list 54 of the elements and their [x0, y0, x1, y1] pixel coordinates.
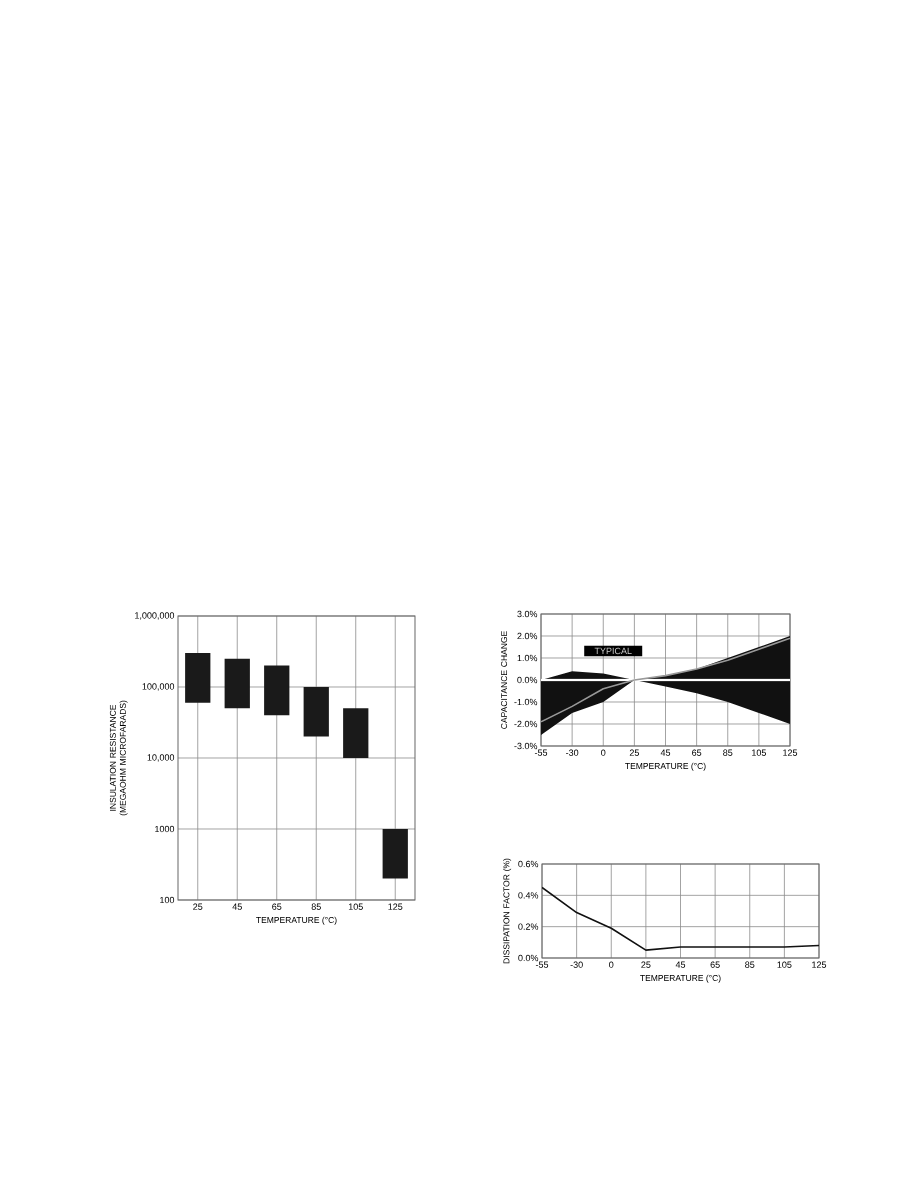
y-tick-label: 0.0% [517, 676, 538, 684]
bar [343, 708, 369, 758]
y-tick-label: 1.0% [517, 654, 538, 662]
y-axis-title: DISSIPATION FACTOR (%) [503, 858, 512, 964]
x-tick-label: 25 [193, 903, 203, 910]
line-series [541, 637, 791, 723]
x-tick-label: 65 [272, 903, 282, 910]
y-tick-label: 100 [160, 896, 175, 904]
x-tick-label: 25 [629, 749, 640, 756]
y-tick-label: -3.0% [514, 742, 538, 750]
y-tick-label: 100,000 [142, 683, 175, 691]
y-axis-title: INSULATION RESISTANCE (MEGAOHM MICROFARADS) [109, 700, 128, 816]
bar [303, 686, 329, 737]
x-tick-label: 105 [348, 903, 363, 910]
y-tick-label: 3.0% [517, 610, 538, 618]
x-tick-label: -30 [570, 961, 583, 968]
x-tick-label: 0 [601, 749, 606, 756]
y-axis-title: CAPACITANCE CHANGE [501, 631, 508, 729]
x-tick-label: 125 [783, 749, 798, 756]
x-tick-label: 125 [812, 961, 827, 968]
x-tick-label: 0 [609, 961, 614, 968]
x-tick-label: 105 [777, 961, 792, 968]
x-tick-label: 25 [641, 961, 651, 968]
x-axis-title: TEMPERATURE (°C) [640, 974, 721, 983]
x-tick-label: 45 [675, 961, 686, 968]
y-tick-label: -2.0% [514, 720, 538, 728]
x-tick-label: 85 [745, 961, 755, 968]
x-tick-label: 125 [388, 903, 403, 910]
y-tick-label: 0.4% [518, 892, 539, 899]
y-tick-label: 1,000,000 [135, 612, 175, 620]
x-tick-label: -30 [566, 749, 579, 756]
x-tick-label: 65 [692, 749, 702, 756]
y-tick-label: 2.0% [517, 632, 538, 640]
y-tick-label: 1000 [155, 825, 175, 833]
x-tick-label: 45 [232, 903, 242, 910]
annotation: TYPICAL [594, 647, 632, 655]
x-axis-title: TEMPERATURE (°C) [625, 762, 706, 771]
x-tick-label: 45 [660, 749, 671, 756]
x-tick-label: -55 [534, 749, 548, 756]
bar [264, 665, 290, 716]
x-tick-label: 105 [752, 749, 767, 756]
x-axis-title: TEMPERATURE (°C) [256, 916, 337, 925]
y-tick-label: 0.0% [518, 954, 539, 962]
bar [224, 658, 250, 709]
bar [382, 828, 408, 879]
y-tick-label: 10,000 [147, 754, 175, 762]
y-tick-label: 0.2% [518, 923, 539, 930]
x-tick-label: 65 [710, 961, 720, 968]
y-tick-label: -1.0% [514, 698, 538, 706]
x-tick-label: -55 [535, 961, 549, 968]
bar [185, 653, 211, 703]
y-tick-label: 0.6% [518, 860, 539, 868]
x-tick-label: 85 [723, 749, 733, 756]
x-tick-label: 85 [311, 903, 321, 910]
